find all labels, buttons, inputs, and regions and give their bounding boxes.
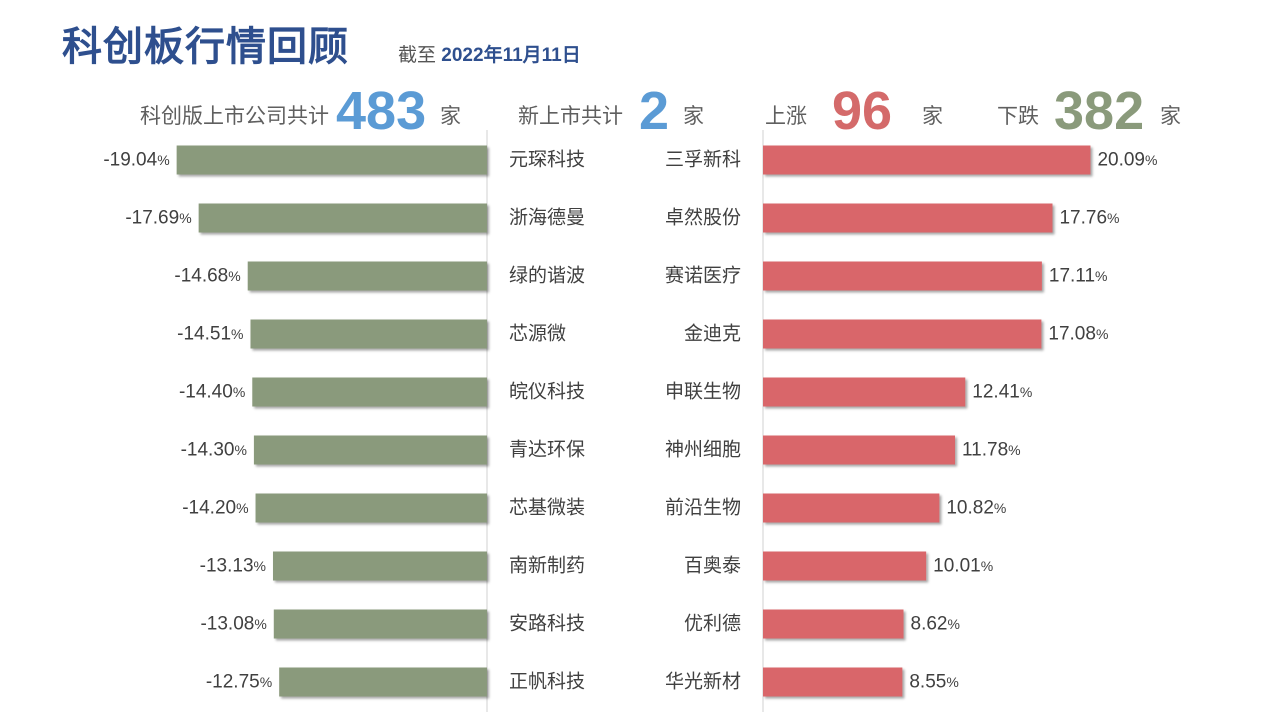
listed-count-label: 科创版上市公司共计: [140, 105, 329, 128]
new-listing-unit: 家: [683, 105, 704, 128]
gainer-value-label: 17.76%: [1059, 208, 1119, 229]
gainer-bar: [763, 261, 1042, 291]
gainer-name-label: 申联生物: [665, 381, 741, 403]
losers-series: -19.04% 元琛科技 -17.69% 浙海德曼 -14.68% 绿的谐波 -14.51%…: [103, 145, 585, 697]
loser-name-label: 青达环保: [509, 439, 585, 461]
gainer-name-label: 华光新材: [665, 671, 741, 693]
gainer-value-label: 11.78%: [962, 440, 1021, 461]
loser-bar: [272, 551, 487, 581]
loser-bar: [250, 319, 487, 349]
loser-bar: [252, 377, 487, 407]
gainer-name-label: 神州细胞: [665, 439, 741, 461]
loser-value-label: -12.75%: [206, 672, 272, 693]
loser-name-label: 皖仪科技: [509, 381, 585, 403]
loser-bar: [176, 145, 487, 175]
gainer-name-label: 前沿生物: [665, 497, 741, 519]
rise-count-unit: 家: [922, 105, 943, 128]
gainer-bar: [763, 493, 940, 523]
fall-count-unit: 家: [1160, 105, 1181, 128]
loser-value-label: -19.04%: [103, 150, 169, 171]
loser-bar: [247, 261, 487, 291]
loser-name-label: 绿的谐波: [509, 265, 585, 287]
gainer-name-label: 金迪克: [684, 323, 741, 345]
gainer-value-label: 10.82%: [946, 498, 1006, 519]
gainer-value-label: 8.62%: [911, 614, 960, 635]
loser-value-label: -14.40%: [179, 382, 245, 403]
loser-bar: [253, 435, 487, 465]
loser-bar: [279, 667, 487, 697]
date-prefix: 截至: [398, 45, 437, 66]
gainer-value-label: 12.41%: [972, 382, 1032, 403]
new-listing-value: 2: [639, 81, 670, 141]
loser-name-label: 正帆科技: [509, 671, 585, 693]
loser-bar: [273, 609, 487, 639]
fall-count-label: 下跌: [997, 105, 1039, 128]
gainer-name-label: 百奥泰: [684, 555, 741, 577]
new-listing-label: 新上市共计: [518, 105, 623, 128]
page-title: 科创板行情回顾: [62, 25, 349, 69]
fall-count-value: 382: [1054, 81, 1145, 141]
listed-count-unit: 家: [440, 105, 461, 128]
gainer-value-label: 10.01%: [933, 556, 993, 577]
date-line: 截至 2022年11月11日: [398, 40, 581, 67]
gainer-bar: [763, 377, 966, 407]
gainer-bar: [763, 319, 1042, 349]
gainer-value-label: 17.08%: [1048, 324, 1108, 345]
loser-value-label: -14.51%: [177, 324, 243, 345]
loser-bar: [198, 203, 487, 233]
loser-value-label: -14.68%: [174, 266, 240, 287]
loser-name-label: 浙海德曼: [509, 207, 585, 229]
loser-value-label: -13.08%: [200, 614, 266, 635]
loser-value-label: -14.20%: [182, 498, 248, 519]
gainer-name-label: 三孚新科: [665, 149, 741, 171]
gainer-value-label: 20.09%: [1097, 150, 1157, 171]
loser-value-label: -17.69%: [125, 208, 191, 229]
gainer-bar: [763, 551, 927, 581]
gainers-series: 20.09% 三孚新科 17.76% 卓然股份 17.11% 赛诺医疗 17.08% 金迪克 1…: [665, 145, 1157, 697]
listed-count-value: 483: [336, 81, 427, 141]
gainer-bar: [763, 667, 903, 697]
rise-count-label: 上涨: [765, 105, 807, 128]
gainer-name-label: 优利德: [684, 613, 741, 635]
loser-bar: [255, 493, 487, 523]
gainer-bar: [763, 145, 1091, 175]
loser-name-label: 安路科技: [509, 613, 585, 635]
loser-name-label: 芯基微装: [509, 497, 585, 519]
gainer-name-label: 卓然股份: [665, 207, 741, 229]
loser-name-label: 元琛科技: [509, 149, 585, 171]
gainer-bar: [763, 609, 904, 639]
gainer-value-label: 8.55%: [909, 672, 958, 693]
loser-value-label: -14.30%: [181, 440, 247, 461]
gainer-value-label: 17.11%: [1049, 266, 1108, 287]
loser-name-label: 南新制药: [509, 555, 585, 577]
gainer-name-label: 赛诺医疗: [665, 265, 741, 287]
date-value: 2022年11月11日: [441, 45, 581, 66]
gainer-bar: [763, 435, 956, 465]
rise-count-value: 96: [832, 81, 893, 141]
loser-name-label: 芯源微: [509, 323, 566, 345]
loser-value-label: -13.13%: [200, 556, 266, 577]
gainer-bar: [763, 203, 1053, 233]
